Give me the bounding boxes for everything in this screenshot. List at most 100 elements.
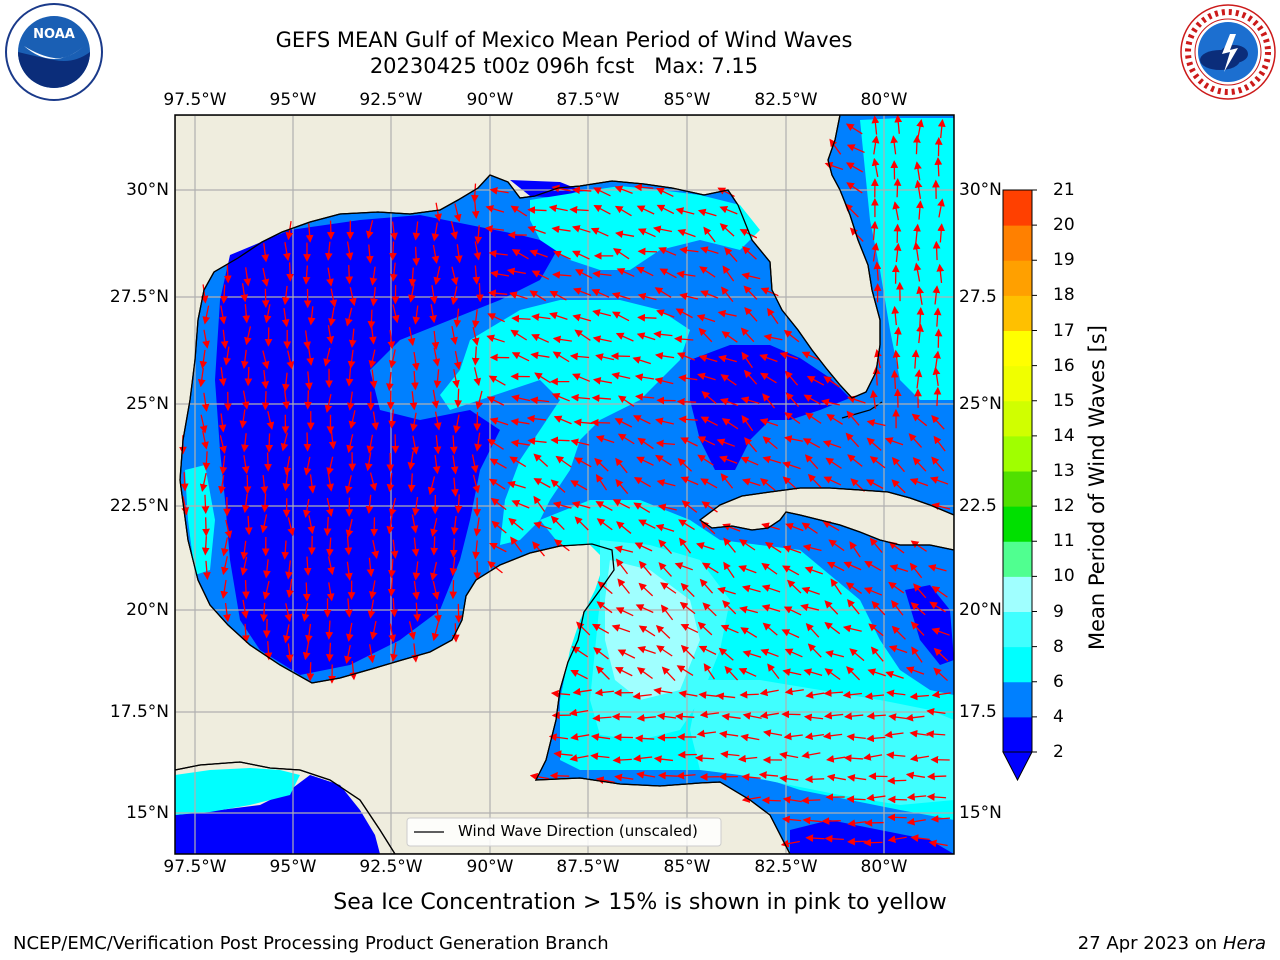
wind-wave-arrow — [634, 542, 653, 552]
wind-wave-arrow — [744, 437, 758, 453]
wind-wave-arrow — [615, 667, 633, 677]
wind-wave-arrow — [389, 241, 397, 261]
wind-wave-arrow — [719, 455, 738, 464]
wind-wave-arrow — [349, 287, 357, 307]
wind-wave-arrow — [548, 733, 569, 742]
wind-wave-arrow — [369, 472, 378, 492]
wind-wave-arrow — [781, 565, 800, 576]
wind-wave-arrow — [866, 479, 884, 489]
wind-wave-arrow — [470, 183, 479, 203]
wind-wave-arrow — [370, 287, 378, 307]
wind-wave-arrow — [471, 309, 480, 329]
wind-wave-arrow — [637, 228, 656, 238]
wind-wave-arrow — [615, 607, 634, 617]
zone-central-caribbean-light — [690, 680, 954, 805]
wind-wave-arrow — [933, 386, 942, 407]
wind-wave-arrow — [678, 690, 698, 698]
wind-wave-arrow — [389, 262, 398, 282]
lat-tick-left: 27.5°N — [109, 287, 169, 307]
wind-wave-arrow — [784, 370, 799, 386]
wind-wave-arrow — [345, 367, 354, 387]
wind-wave-arrow — [825, 457, 842, 469]
wind-wave-arrow — [866, 419, 886, 427]
wind-wave-arrow — [366, 220, 374, 240]
wind-wave-arrow — [779, 351, 799, 360]
wind-wave-arrow — [722, 600, 737, 615]
wind-wave-arrow — [845, 432, 860, 448]
wind-wave-arrow — [526, 414, 547, 423]
wind-wave-arrow — [489, 417, 509, 426]
wind-wave-arrow — [569, 205, 589, 214]
wind-wave-arrow — [698, 327, 713, 343]
lat-tick-left: 30°N — [126, 180, 169, 200]
wind-wave-arrow — [390, 539, 399, 559]
wind-wave-arrow — [197, 368, 206, 388]
lon-tick-top: 82.5°W — [754, 90, 818, 110]
wind-wave-arrow — [696, 314, 716, 323]
wind-wave-arrow — [385, 371, 394, 392]
wind-wave-arrow — [344, 644, 352, 665]
wind-wave-arrow — [847, 395, 866, 404]
colorbar-tick-label: 21 — [1053, 180, 1075, 200]
wind-wave-arrow — [787, 579, 802, 594]
zone-pale-cyan — [605, 560, 700, 700]
lat-tick-right: 15°N — [959, 803, 1002, 823]
wind-wave-arrow — [570, 670, 588, 680]
colorbar-segment — [1003, 506, 1032, 542]
wind-wave-arrow — [891, 625, 906, 640]
lon-tick-top: 85°W — [663, 90, 711, 110]
wind-wave-arrow — [846, 410, 860, 426]
wind-wave-arrow — [329, 288, 338, 308]
wind-wave-arrow — [871, 115, 880, 135]
wind-wave-arrow — [723, 561, 735, 578]
colorbar-segment — [1003, 681, 1032, 718]
wind-wave-arrow — [760, 287, 779, 297]
wind-wave-arrow — [891, 479, 906, 494]
chart-title: GEFS MEAN Gulf of Mexico Mean Period of … — [275, 28, 853, 52]
wind-wave-arrow — [326, 582, 335, 602]
wind-wave-arrow — [761, 562, 778, 575]
wind-wave-arrow — [700, 520, 716, 535]
wind-wave-arrow — [595, 665, 610, 680]
wind-wave-arrow — [821, 398, 841, 407]
zone-west-gulf-low-period — [215, 215, 560, 675]
wind-wave-arrow — [429, 285, 438, 305]
wind-wave-arrow — [471, 326, 480, 346]
colorbar-tick-label: 4 — [1053, 706, 1064, 727]
wind-wave-arrow — [304, 390, 312, 410]
lat-tick-right: 17.5 — [959, 702, 997, 722]
wind-wave-arrow — [741, 478, 761, 487]
colorbar-segment — [1003, 716, 1032, 753]
wind-wave-arrow — [916, 323, 924, 344]
wind-wave-arrow — [474, 225, 483, 245]
sea-ice-note: Sea Ice Concentration > 15% is shown in … — [333, 890, 947, 915]
wind-wave-arrow — [574, 269, 593, 279]
wind-wave-arrow — [614, 205, 632, 217]
wind-wave-arrow — [430, 517, 438, 537]
wind-wave-arrow — [199, 349, 208, 370]
lon-tick-bottom: 82.5°W — [754, 857, 818, 877]
colorbar-tick-label: 15 — [1053, 390, 1075, 411]
wind-wave-arrow — [323, 347, 331, 367]
wind-wave-arrow — [805, 691, 825, 699]
footer-date-text: 27 Apr 2023 on — [1077, 933, 1223, 954]
wind-wave-arrow — [284, 603, 293, 623]
wind-wave-arrow — [199, 414, 208, 434]
footer-date: 27 Apr 2023 on Hera — [1078, 933, 1266, 954]
wind-wave-arrow — [845, 162, 864, 173]
wind-wave-arrow — [550, 689, 571, 698]
wind-wave-arrow — [762, 622, 778, 636]
wind-wave-arrow — [301, 602, 310, 622]
wind-wave-arrow — [387, 330, 396, 350]
wind-wave-arrow — [636, 205, 655, 215]
wind-wave-arrow — [344, 475, 353, 495]
map-frame — [174, 114, 955, 855]
wind-wave-arrow — [905, 771, 926, 780]
wind-wave-arrow — [534, 372, 551, 384]
wind-wave-arrow — [658, 562, 672, 577]
wind-wave-arrow — [914, 179, 923, 199]
wind-wave-arrow — [937, 118, 946, 139]
wind-wave-arrow — [285, 643, 294, 663]
wind-wave-arrow — [719, 398, 739, 407]
footer-host: Hera — [1222, 933, 1266, 954]
